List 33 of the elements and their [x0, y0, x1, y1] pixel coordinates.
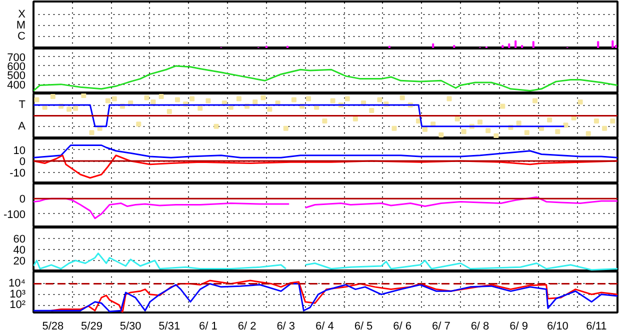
- y-tick-label: 0: [19, 156, 26, 168]
- y-tick-label: -100: [3, 208, 26, 221]
- y-tick-label: 10⁴: [8, 278, 26, 290]
- y-tick-label: 10²: [10, 299, 26, 312]
- x-tick-label: 6/ 2: [238, 320, 256, 332]
- y-tick-label: 0: [19, 194, 26, 206]
- x-tick-label: 6/ 6: [393, 320, 412, 332]
- text: A: [18, 120, 26, 132]
- y-tick-label: -10: [10, 167, 26, 180]
- x-tick-label: 6/ 1: [199, 320, 218, 332]
- y-tick-label: 10³: [10, 288, 26, 300]
- x-tick-label: 5/28: [42, 320, 64, 332]
- y-tick-label: 10: [13, 144, 26, 157]
- x-tick-label: 5/29: [81, 320, 102, 332]
- x-tick-label: 6/10: [546, 320, 568, 332]
- x-tick-label: 6/ 8: [470, 320, 490, 332]
- x-tick-label: 5/31: [158, 320, 180, 332]
- y-tick-label: 20: [13, 256, 26, 268]
- text: M: [16, 19, 26, 32]
- x-tick-label: 6/ 5: [354, 320, 373, 332]
- x-tick-label: 6/ 7: [432, 320, 450, 332]
- text: X: [18, 8, 26, 21]
- y-tick-label: 40: [13, 244, 26, 256]
- x-tick-label: 6/ 9: [510, 320, 528, 332]
- y-tick-label: 600: [7, 60, 26, 73]
- x-tick-label: 6/ 3: [276, 320, 296, 332]
- text: C: [18, 30, 26, 43]
- x-tick-label: 5/30: [120, 320, 142, 332]
- y-tick-label: 400: [7, 79, 26, 92]
- x-tick-label: 6/ 4: [316, 320, 334, 332]
- text: T: [18, 99, 26, 112]
- y-tick-label: 60: [13, 234, 26, 246]
- x-tick-label: 6/11: [586, 320, 607, 332]
